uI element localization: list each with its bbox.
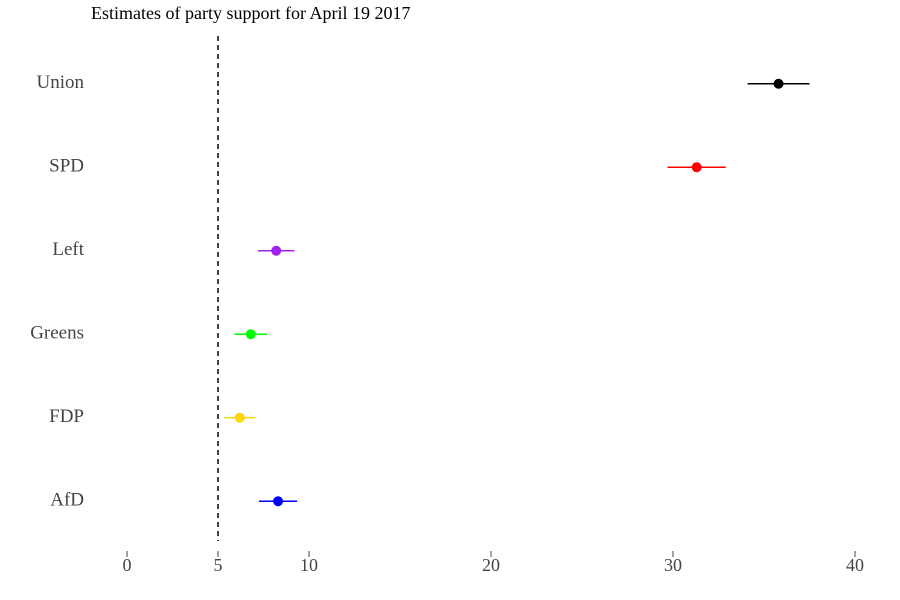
point: [773, 78, 784, 89]
y-tick-label: SPD: [49, 156, 84, 177]
y-tick-label: FDP: [49, 406, 84, 427]
point: [271, 245, 282, 256]
x-tick-label: 40: [846, 555, 864, 575]
y-tick-label: Greens: [30, 323, 84, 344]
x-tick-label: 0: [123, 555, 132, 575]
point: [273, 496, 284, 507]
x-tick-label: 5: [214, 555, 223, 575]
x-tick-label: 20: [482, 555, 500, 575]
chart-title: Estimates of party support for April 19 …: [91, 3, 410, 23]
x-tick-label: 30: [664, 555, 682, 575]
point: [234, 412, 245, 423]
point: [245, 329, 256, 340]
point: [691, 162, 702, 173]
y-tick-label: Union: [37, 72, 85, 93]
x-tick-label: 10: [300, 555, 318, 575]
y-tick-label: Left: [52, 239, 84, 260]
y-tick-label: AfD: [50, 490, 84, 511]
